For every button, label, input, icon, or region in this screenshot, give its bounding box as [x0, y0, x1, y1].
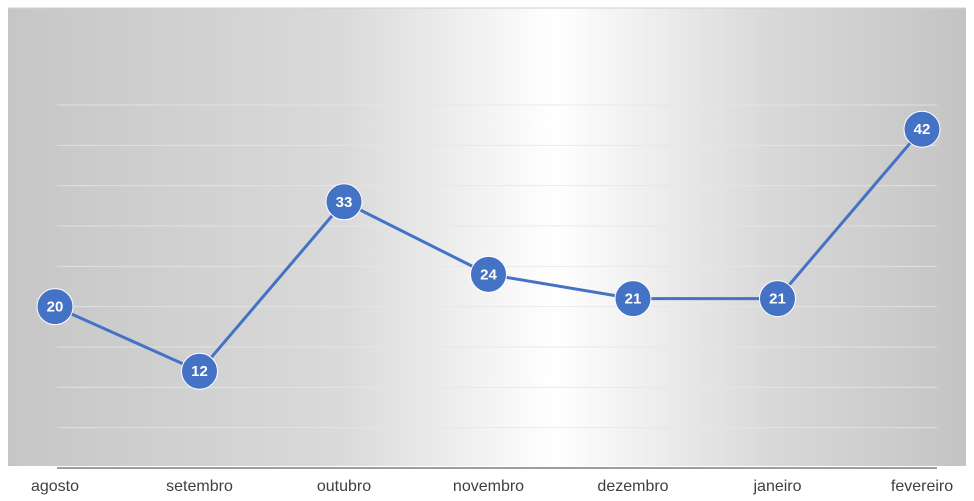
marker	[903, 110, 941, 148]
data-label: 24	[480, 266, 497, 283]
data-label: 20	[47, 299, 64, 316]
data-label: 42	[914, 121, 931, 138]
data-label: 21	[625, 291, 642, 308]
marker	[759, 280, 796, 318]
x-tick-label: outubro	[317, 478, 371, 495]
marker	[325, 183, 363, 221]
data-label: 21	[769, 291, 786, 308]
data-label: 33	[336, 194, 353, 211]
data-label: 12	[191, 363, 208, 380]
x-tick-label: setembro	[166, 478, 233, 495]
marker	[470, 255, 507, 293]
x-tick-label: novembro	[453, 478, 524, 495]
marker	[36, 288, 74, 326]
marker	[614, 280, 652, 318]
x-tick-label: janeiro	[752, 478, 801, 495]
marker	[181, 352, 218, 390]
x-tick-label: agosto	[31, 478, 79, 495]
plot-background	[8, 8, 966, 466]
x-tick-label: fevereiro	[891, 478, 953, 495]
x-tick-label: dezembro	[597, 478, 668, 495]
